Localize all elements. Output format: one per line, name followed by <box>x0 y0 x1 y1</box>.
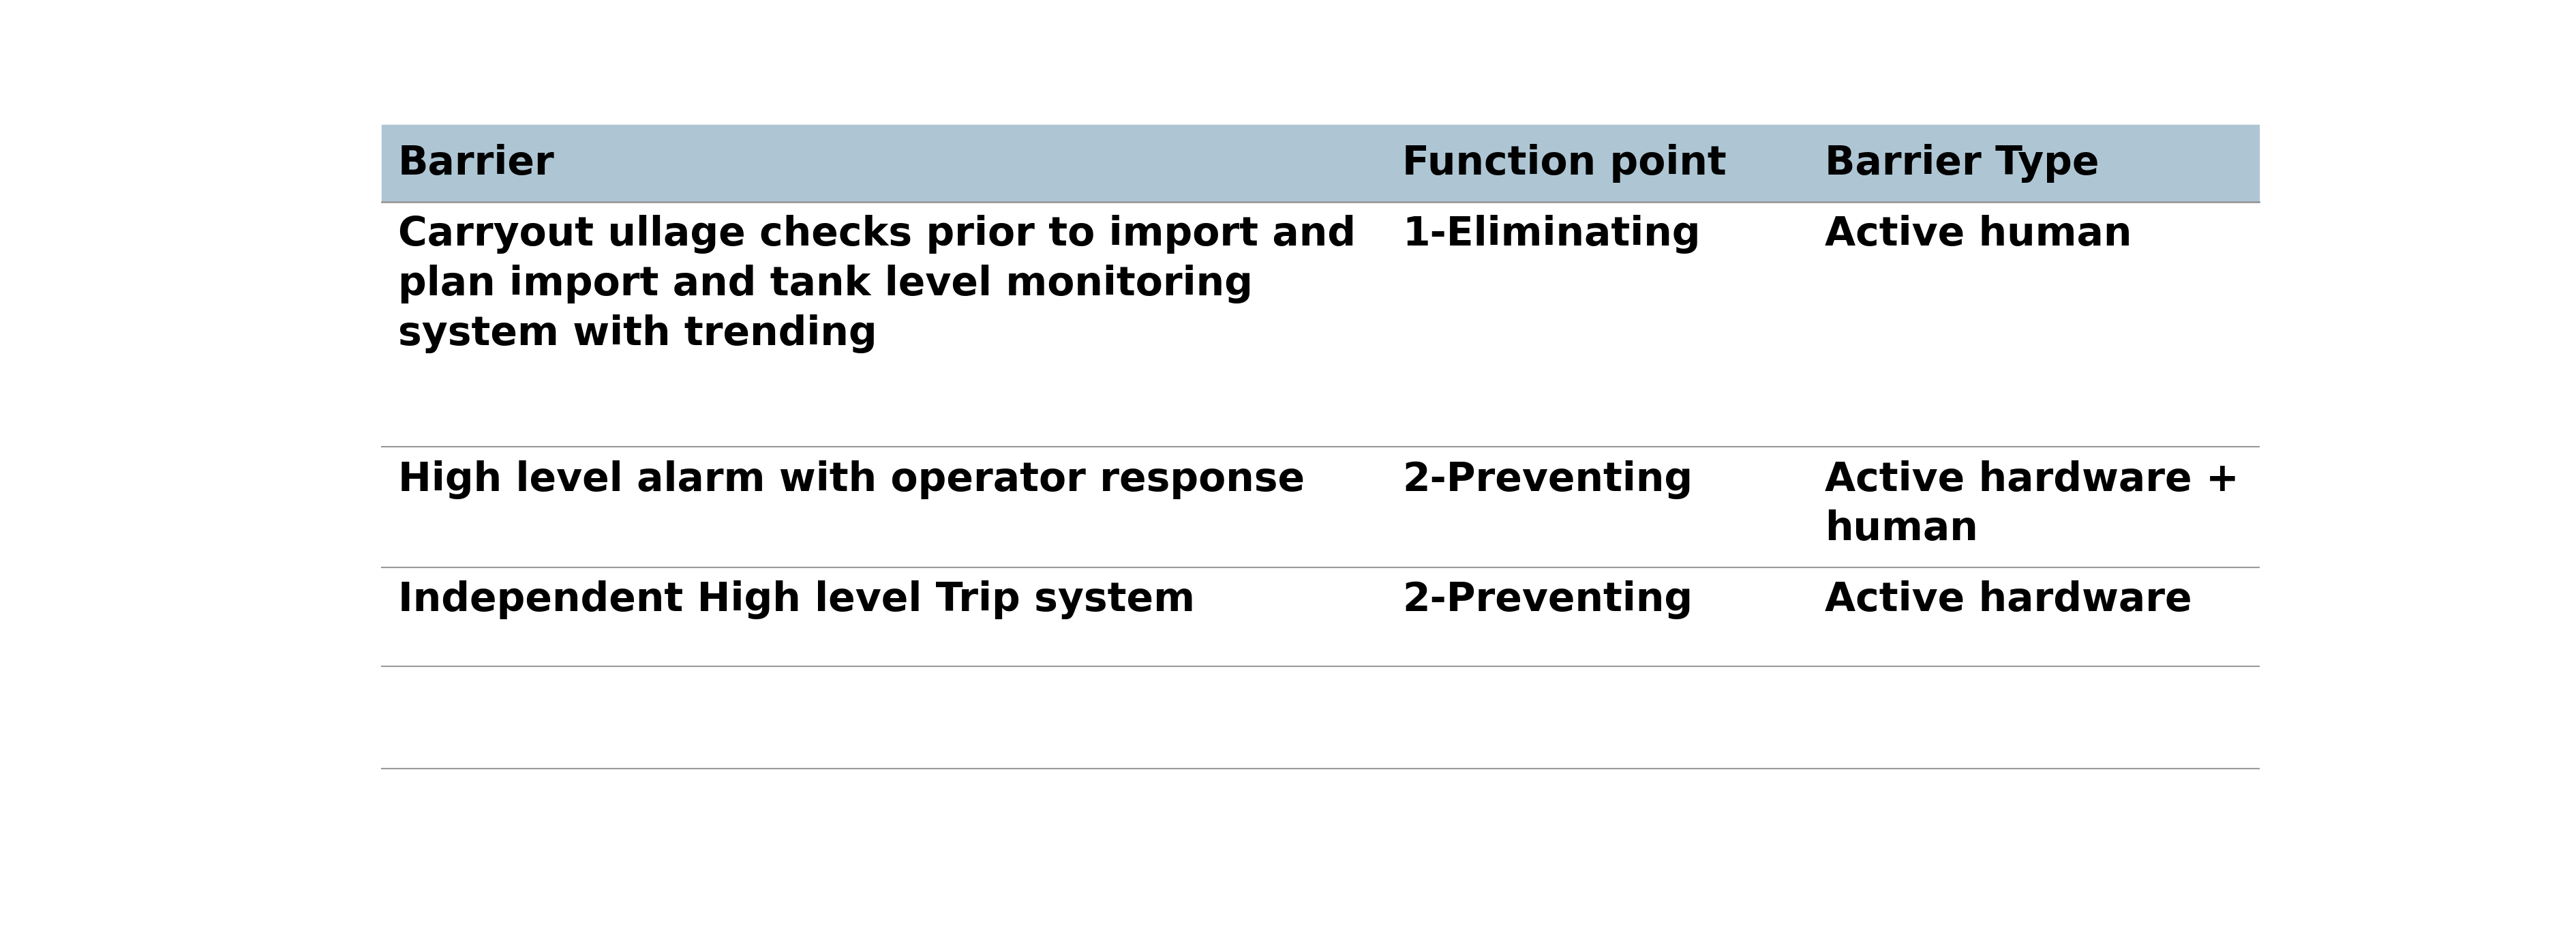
Text: Active human: Active human <box>1824 215 2130 254</box>
Text: High level alarm with operator response: High level alarm with operator response <box>397 460 1303 499</box>
Text: 2-Preventing: 2-Preventing <box>1401 580 1692 619</box>
Text: Active hardware +
human: Active hardware + human <box>1824 460 2239 548</box>
Text: Barrier Type: Barrier Type <box>1824 144 2099 182</box>
Text: Function point: Function point <box>1401 144 1726 182</box>
Text: Active hardware: Active hardware <box>1824 580 2192 619</box>
Text: Barrier: Barrier <box>397 144 554 182</box>
Text: 2-Preventing: 2-Preventing <box>1401 460 1692 499</box>
Text: Carryout ullage checks prior to import and
plan import and tank level monitoring: Carryout ullage checks prior to import a… <box>397 215 1355 353</box>
Text: Independent High level Trip system: Independent High level Trip system <box>397 580 1195 619</box>
Text: 1-Eliminating: 1-Eliminating <box>1401 215 1700 254</box>
